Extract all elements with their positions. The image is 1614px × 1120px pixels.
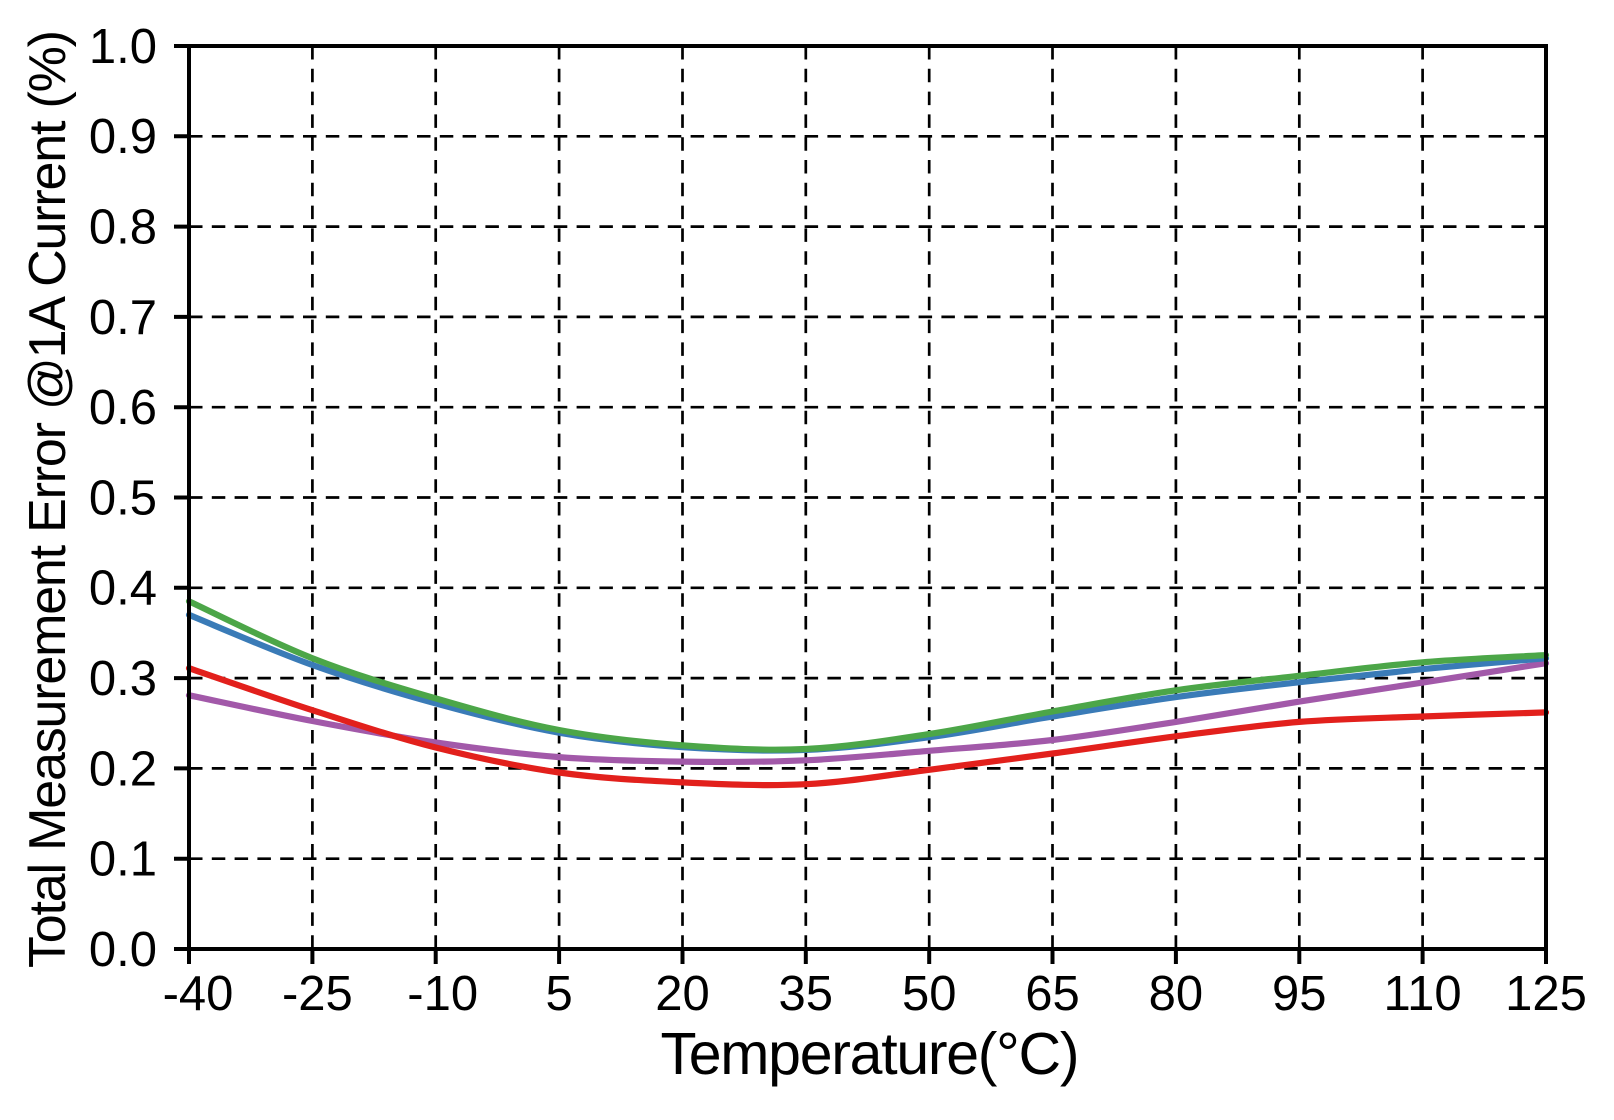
svg-text:-10: -10 — [407, 967, 478, 1021]
svg-text:0.0: 0.0 — [89, 923, 157, 977]
svg-text:Total Measurement Error @1A Cu: Total Measurement Error @1A Current (%) — [19, 30, 77, 968]
svg-text:50: 50 — [902, 967, 957, 1021]
svg-text:-40: -40 — [163, 967, 234, 1021]
svg-text:0.2: 0.2 — [89, 742, 157, 796]
svg-text:110: 110 — [1384, 967, 1462, 1021]
svg-text:0.8: 0.8 — [89, 201, 157, 255]
svg-text:0.3: 0.3 — [89, 652, 157, 706]
svg-text:-25: -25 — [282, 967, 353, 1021]
svg-text:0.1: 0.1 — [89, 833, 157, 887]
svg-text:0.6: 0.6 — [89, 381, 157, 435]
svg-text:65: 65 — [1025, 967, 1080, 1021]
svg-text:20: 20 — [655, 967, 710, 1021]
svg-text:5: 5 — [545, 967, 572, 1021]
svg-text:1.0: 1.0 — [89, 20, 157, 74]
svg-text:0.4: 0.4 — [89, 562, 157, 616]
svg-text:Temperature(°C): Temperature(°C) — [661, 1021, 1080, 1087]
svg-text:95: 95 — [1272, 967, 1327, 1021]
svg-text:35: 35 — [779, 967, 834, 1021]
svg-text:125: 125 — [1505, 967, 1587, 1021]
svg-text:0.5: 0.5 — [89, 471, 157, 525]
svg-text:0.7: 0.7 — [89, 291, 157, 345]
svg-text:0.9: 0.9 — [89, 110, 157, 164]
svg-text:80: 80 — [1149, 967, 1204, 1021]
